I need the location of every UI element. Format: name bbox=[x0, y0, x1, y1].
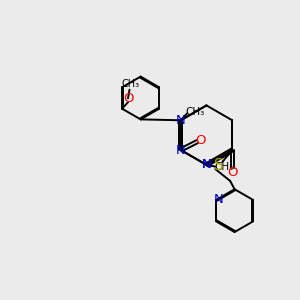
Text: N: N bbox=[202, 158, 211, 171]
Text: S: S bbox=[214, 158, 224, 173]
Text: N: N bbox=[176, 114, 186, 127]
Text: CH₃: CH₃ bbox=[185, 107, 205, 117]
Text: N: N bbox=[214, 194, 223, 206]
Text: O: O bbox=[227, 166, 238, 179]
Text: N: N bbox=[202, 158, 211, 171]
Text: CH₃: CH₃ bbox=[122, 79, 140, 89]
Text: O: O bbox=[196, 134, 206, 147]
Text: N: N bbox=[176, 143, 186, 157]
Text: CH₃: CH₃ bbox=[215, 162, 234, 172]
Text: O: O bbox=[123, 92, 133, 105]
